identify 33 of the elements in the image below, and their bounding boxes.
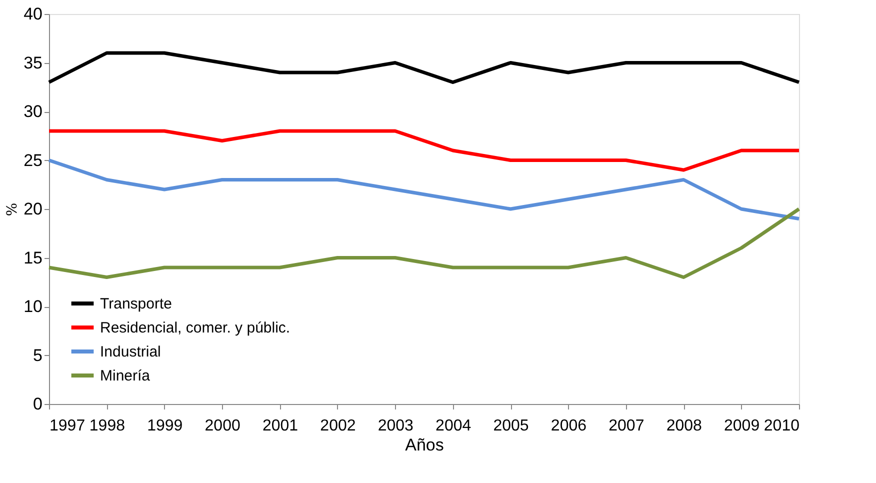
y-tick-label: 20 [24,200,42,218]
x-tick-label: 2007 [608,418,644,434]
line-series [47,158,801,220]
x-tick-label: 2006 [550,418,587,434]
y-tick-label: 15 [24,248,42,268]
y-tick-label: 5 [33,346,42,365]
x-tick-label: 2003 [378,418,414,434]
legend-label: Transporte [100,296,172,312]
y-tick-label: 10 [24,297,42,316]
x-tick-label: 1999 [147,418,183,434]
y-tick-label: 0 [33,394,42,414]
x-tick-label: 2001 [262,418,298,434]
x-tick-label: 1998 [89,418,126,434]
line-series [47,207,801,279]
y-tick-label: 35 [24,53,42,72]
x-tick-label: 1997 [50,418,86,434]
legend-label: Residencial, comer. y públic. [100,320,290,336]
x-tick-label: 2008 [666,418,702,434]
x-tick-label: 2010 [764,418,800,434]
x-tick-label: 2005 [493,418,529,434]
x-tick-label: 2002 [320,418,356,434]
line-series [47,129,801,172]
x-tick-label: 2000 [204,418,240,434]
legend-label: Minería [100,368,151,384]
x-tick-label: 2004 [436,418,472,434]
y-tick-label: 25 [24,150,42,170]
x-axis-title: Años [405,436,444,454]
legend-label: Industrial [100,344,161,360]
y-axis-title: % [4,202,21,216]
y-tick-label: 40 [24,4,42,24]
line-series [47,51,801,84]
x-tick-label: 2009 [724,418,760,434]
y-tick-label: 30 [24,102,42,121]
